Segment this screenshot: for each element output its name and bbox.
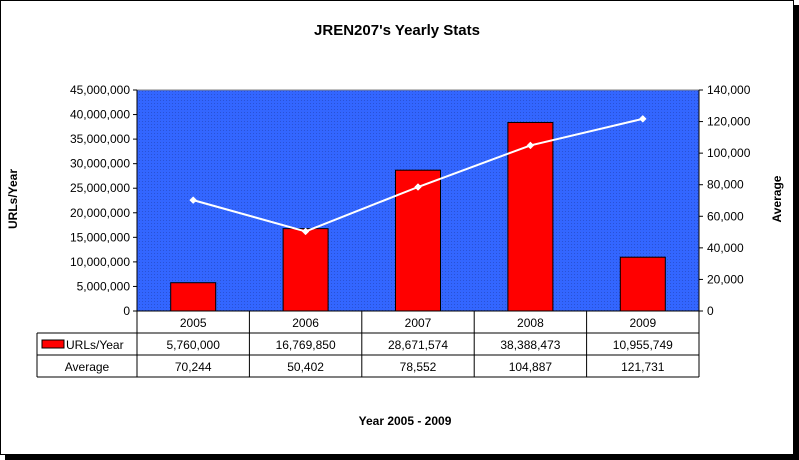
bar-2007 (395, 169, 441, 312)
average-point-2005 (189, 196, 198, 204)
table-cell-average: 50,402 (287, 360, 324, 374)
table-cell-urls: 10,955,749 (613, 338, 673, 352)
y-tick-label: 10,000,000 (70, 255, 130, 269)
y-tick-label: 45,000,000 (70, 83, 130, 97)
chart-title: JREN207's Yearly Stats (314, 22, 480, 39)
y-tick-label: 20,000,000 (70, 206, 130, 220)
y2-tick-label: 20,000 (707, 272, 744, 286)
legend-swatch-urls (41, 339, 65, 349)
y2-tick-label: 40,000 (707, 241, 744, 255)
bar-2009 (619, 256, 666, 312)
y-tick-label: 0 (123, 304, 130, 318)
table-cell-urls: 38,388,473 (500, 338, 560, 352)
average-point-2006 (301, 227, 310, 236)
y-tick-label: 40,000,000 (70, 108, 130, 122)
y2-tick-label: 60,000 (707, 209, 744, 223)
table-cell-average: 104,887 (509, 360, 553, 374)
table-cell-average: 70,244 (175, 360, 212, 374)
table-cell-urls: 16,769,850 (276, 338, 336, 352)
category-label: 2006 (292, 316, 319, 330)
y-tick-label: 25,000,000 (70, 181, 130, 195)
category-label: 2007 (405, 316, 432, 330)
legend-label-average: Average (65, 360, 110, 374)
bar-2005 (170, 282, 217, 312)
y-tick-label: 15,000,000 (70, 230, 130, 244)
legend-label-urls: URLs/Year (66, 338, 124, 352)
category-label: 2008 (517, 316, 544, 330)
y-tick-label: 35,000,000 (70, 132, 130, 146)
y2-axis-label: Average (770, 175, 784, 222)
average-point-2007 (414, 183, 422, 191)
category-label: 2009 (629, 316, 656, 330)
y2-tick-label: 140,000 (707, 83, 751, 97)
average-point-2008 (526, 141, 535, 150)
y2-tick-label: 100,000 (707, 146, 751, 160)
x-axis-label: Year 2005 - 2009 (359, 414, 452, 428)
y-tick-label: 5,000,000 (77, 279, 131, 293)
y2-tick-label: 120,000 (707, 115, 751, 129)
y2-tick-label: 80,000 (707, 178, 744, 192)
table-cell-average: 78,552 (400, 360, 437, 374)
chart: JREN207's Yearly Stats 0 5,000,000 10,000,… (6, 22, 784, 428)
table-cell-urls: 5,760,000 (167, 338, 221, 352)
bar-2008 (507, 121, 554, 312)
table-cell-average: 121,731 (621, 360, 665, 374)
y-tick-label: 30,000,000 (70, 157, 130, 171)
y-axis-label: URLs/Year (6, 169, 20, 229)
y2-tick-label: 0 (707, 304, 714, 318)
average-point-2009 (638, 114, 647, 123)
category-label: 2005 (180, 316, 207, 330)
table-cell-urls: 28,671,574 (388, 338, 448, 352)
bar-2006 (282, 228, 329, 312)
